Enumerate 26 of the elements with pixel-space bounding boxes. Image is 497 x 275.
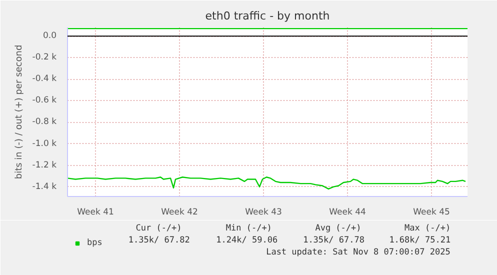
y-axis-title: bits in (-) / out (+) per second [14, 44, 24, 180]
y-tick-label: -1.0 k [32, 138, 57, 149]
text: 1.35k/ 67.78 [303, 236, 364, 246]
y-tick-label: -1.4 k [32, 182, 57, 192]
y-tick-label: -0.6 k [32, 96, 57, 106]
x-tick-label: Week 43 [245, 208, 282, 218]
y-tick-label: 0.0 [42, 31, 57, 42]
y-tick-label: -0.8 k [32, 117, 57, 128]
chart-title: eth0 traffic - by month [205, 10, 330, 22]
legend-label: bps [87, 238, 104, 248]
text: Min (-/+) [226, 224, 272, 234]
text: Avg (-/+) [315, 224, 362, 234]
text: Max (-/+) [404, 224, 451, 234]
y-tick-label: -1.2 k [32, 160, 57, 170]
line-series [68, 176, 466, 190]
text: Last update: Sat Nov 8 07:00:07 2025 [266, 248, 450, 258]
x-tick-label: Week 42 [161, 208, 198, 218]
text: Cur (-/+) [136, 224, 182, 234]
text: 1.24k/ 59.06 [216, 236, 278, 246]
y-tick-label: -0.2 k [32, 52, 57, 63]
x-tick-label: Week 44 [329, 208, 366, 218]
text: 1.68k/ 75.21 [389, 236, 451, 246]
y-tick-label: -0.4 k [32, 74, 57, 84]
x-tick-label: Week 41 [77, 208, 114, 218]
x-tick-label: Week 45 [413, 208, 450, 218]
text: 1.35k/ 67.82 [128, 236, 190, 246]
